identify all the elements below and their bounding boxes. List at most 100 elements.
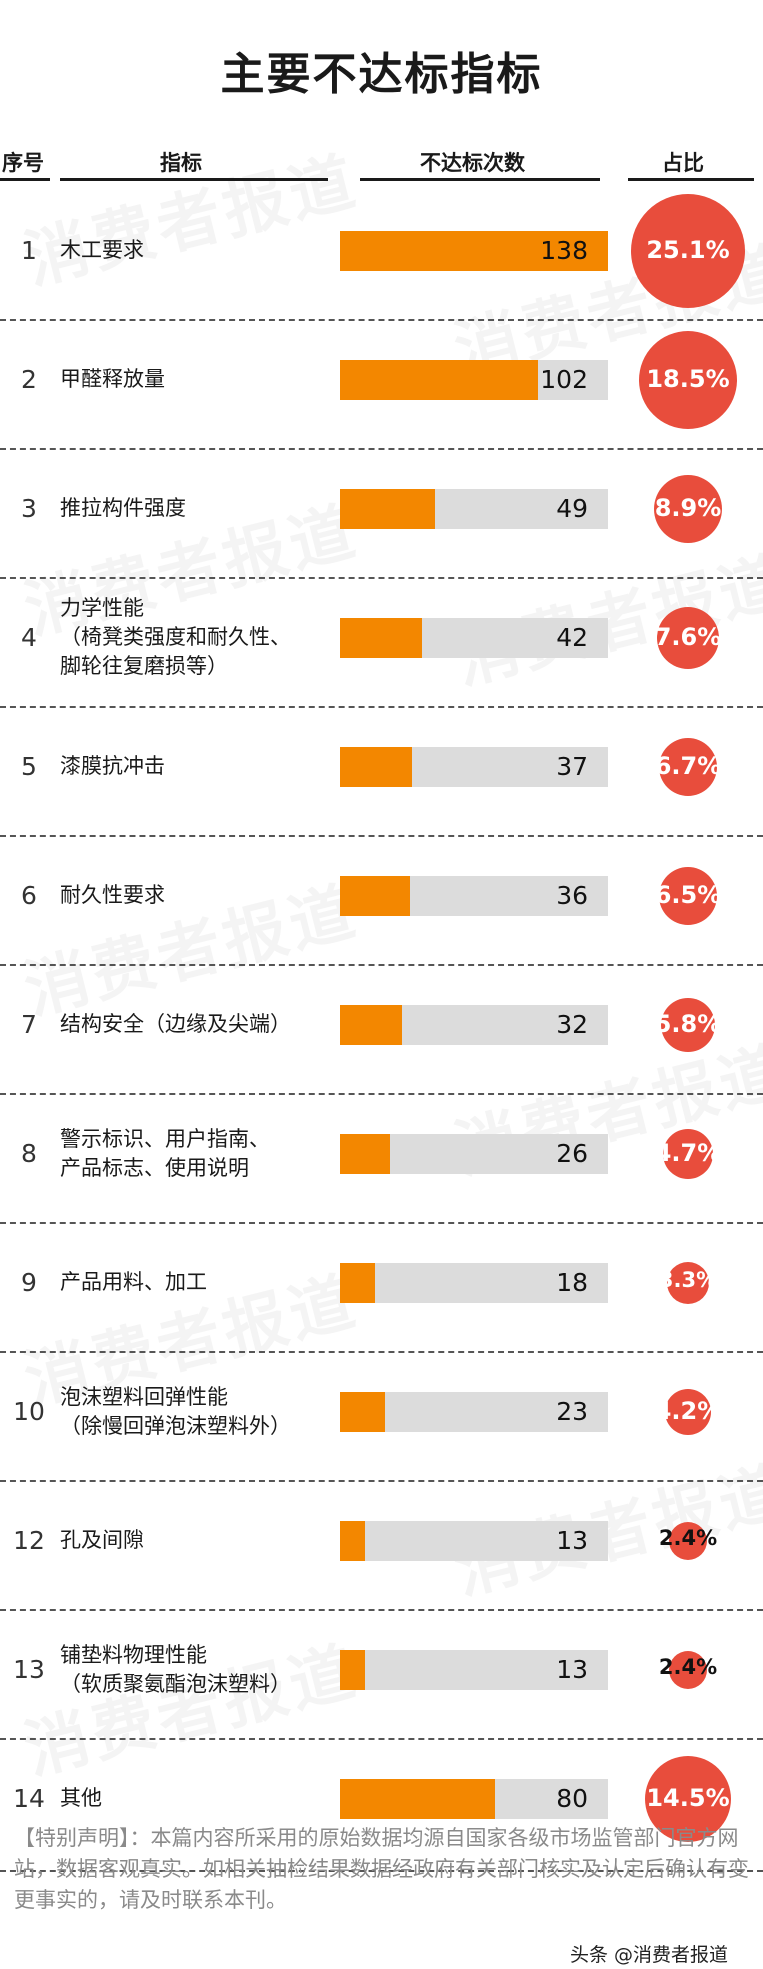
row-indicator-label-line: 孔及间隙 (60, 1528, 144, 1552)
bar-fill (340, 359, 538, 400)
bar-fill (340, 1520, 365, 1561)
header-underline-share (628, 178, 754, 181)
row-indicator-label-line: 产品用料、加工 (60, 1270, 207, 1294)
share-circle (654, 474, 722, 543)
bar-value-label: 13 (556, 1654, 588, 1684)
bar-value-label: 23 (556, 1396, 588, 1426)
share-percent-label: 14.5% (646, 1783, 730, 1812)
row-separator (0, 1738, 763, 1740)
bar-value-label: 102 (540, 364, 588, 394)
row-number: 10 (13, 1396, 45, 1426)
bar-value-label: 37 (556, 751, 588, 781)
bar-value-label: 26 (556, 1138, 588, 1168)
row-number: 13 (13, 1654, 45, 1684)
row-separator (0, 577, 763, 579)
share-circle (659, 866, 717, 925)
share-percent-label: 4.2% (654, 1396, 722, 1425)
share-percent-label: 18.5% (646, 364, 730, 393)
bar-value-label: 80 (556, 1783, 588, 1813)
share-circle (639, 330, 737, 429)
row-indicator-label-line: 漆膜抗冲击 (60, 754, 165, 778)
bar-fill (340, 617, 422, 658)
share-percent-label: 7.6% (654, 622, 722, 651)
row-number: 1 (21, 235, 37, 265)
bar-track (340, 1262, 608, 1303)
bar-fill (340, 1004, 402, 1045)
row-indicator-label-line: 其他 (60, 1786, 102, 1810)
row-indicator-label-line: 泡沫塑料回弹性能 (60, 1384, 228, 1409)
credit-label: 头条 @消费者报道 (570, 1944, 729, 1966)
header-indicator: 指标 (160, 151, 202, 175)
row-indicator-label-line: 产品标志、使用说明 (60, 1155, 249, 1180)
share-percent-label: 2.4% (658, 1654, 718, 1679)
row-separator (0, 1093, 763, 1095)
row-indicator-label-line: 甲醛释放量 (60, 367, 165, 391)
bar-value-label: 18 (556, 1267, 588, 1297)
header-seq: 序号 (2, 151, 44, 175)
header-underline-seq (0, 178, 50, 181)
bar-fill (340, 1649, 365, 1690)
row-indicator-label: 产品用料、加工 (60, 1268, 330, 1297)
row-separator (0, 706, 763, 708)
row-separator (0, 1222, 763, 1224)
bar-fill (340, 1262, 375, 1303)
row-separator (0, 448, 763, 450)
share-circle (631, 193, 745, 308)
bar-fill (340, 488, 435, 529)
share-percent-label: 6.7% (654, 751, 722, 780)
row-number: 3 (21, 493, 37, 523)
row-indicator-label-line: 力学性能 (60, 596, 144, 620)
row-separator (0, 964, 763, 966)
share-circle (657, 606, 719, 669)
row-indicator-label-line: 脚轮往复磨损等） (60, 654, 228, 678)
share-circle (669, 1521, 707, 1560)
row-indicator-label-line: （软质聚氨酯泡沫塑料） (60, 1671, 291, 1696)
share-percent-label: 3.3% (658, 1267, 718, 1292)
watermark-text: 消费者报道 (444, 530, 763, 702)
share-circle (661, 997, 715, 1052)
bar-fill (340, 1391, 385, 1432)
row-indicator-label: 结构安全（边缘及尖端） (60, 1010, 330, 1039)
row-number: 7 (21, 1009, 37, 1039)
row-number: 12 (13, 1525, 45, 1555)
row-indicator-label-line: 铺垫料物理性能 (60, 1642, 207, 1667)
share-percent-label: 8.9% (654, 493, 722, 522)
row-separator (0, 1870, 763, 1872)
share-circle (645, 1755, 731, 1842)
header-share: 占比 (662, 151, 704, 175)
header-underline-count (360, 178, 600, 181)
share-circle (663, 1128, 713, 1179)
row-indicator-label-line: （除慢回弹泡沫塑料外） (60, 1413, 291, 1438)
share-percent-label: 4.7% (654, 1138, 722, 1167)
row-indicator-label: 孔及间隙 (60, 1526, 330, 1555)
header-count: 不达标次数 (420, 151, 525, 175)
share-circle (665, 1388, 711, 1435)
share-circle (667, 1261, 709, 1304)
bar-fill (340, 1778, 495, 1819)
row-indicator-label-line: 结构安全（边缘及尖端） (60, 1012, 291, 1036)
row-separator (0, 1609, 763, 1611)
row-indicator-label: 泡沫塑料回弹性能 （除慢回弹泡沫塑料外） (60, 1383, 330, 1441)
row-indicator-label: 铺垫料物理性能 （软质聚氨酯泡沫塑料） (60, 1641, 330, 1699)
row-indicator-label: 推拉构件强度 (60, 494, 330, 523)
row-number: 14 (13, 1783, 45, 1813)
row-separator (0, 319, 763, 321)
footer-disclaimer: 【特别声明】：本篇内容所采用的原始数据均源自国家各级市场监管部门官方网站，数据客… (14, 1826, 749, 1912)
bar-track (340, 1649, 608, 1690)
bar-value-label: 36 (556, 880, 588, 910)
bar-value-label: 13 (556, 1525, 588, 1555)
row-number: 6 (21, 880, 37, 910)
row-indicator-label: 力学性能 （椅凳类强度和耐久性、 脚轮往复磨损等） (60, 594, 330, 681)
bar-value-label: 42 (556, 622, 588, 652)
row-indicator-label: 漆膜抗冲击 (60, 752, 330, 781)
row-indicator-label-line: 推拉构件强度 (60, 496, 186, 520)
bar-value-label: 138 (540, 235, 588, 265)
row-indicator-label: 警示标识、用户指南、 产品标志、使用说明 (60, 1125, 330, 1183)
row-number: 5 (21, 751, 37, 781)
bar-fill (340, 1133, 390, 1174)
row-number: 8 (21, 1138, 37, 1168)
share-percent-label: 25.1% (646, 235, 730, 264)
row-separator (0, 835, 763, 837)
row-indicator-label: 甲醛释放量 (60, 365, 330, 394)
row-indicator-label: 其他 (60, 1784, 330, 1813)
